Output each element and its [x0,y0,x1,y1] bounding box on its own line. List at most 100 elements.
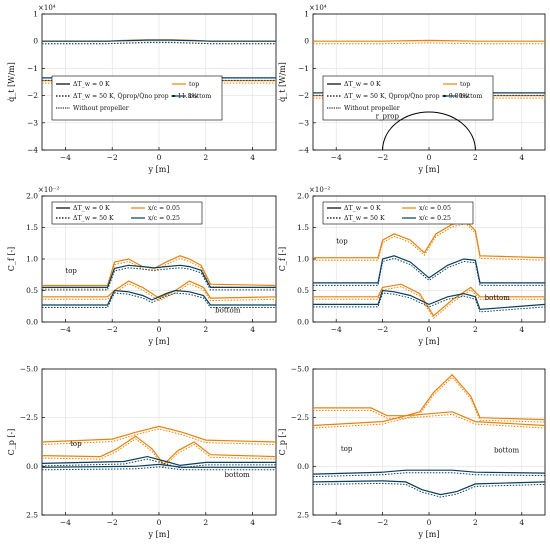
x-axis-title: y [m] [148,337,170,346]
chart-panel-f: −4 −2 0 2 4 −5.0 −2.5 0.0 2.5 y [m] C_p [-] top bott… [278,365,546,539]
series-line-2 [313,283,545,317]
legend-label: ΔT_w = 50 K [73,215,114,222]
series-line-2 [313,469,545,475]
axis-scale-note: ×10⁻² [38,186,59,194]
y-tick-label: 1.5 [26,223,38,232]
y-tick-label: −2.5 [291,413,309,422]
y-tick-label: 0.0 [26,318,38,327]
series-line-3 [313,480,545,496]
x-axis-title: y [m] [148,165,170,174]
chart-panel-a: −4 −2 0 2 4 1 0 −1 −2 −3 −4 y [m] q̇_t [W/m] ×10⁴ ΔT_w… [7,4,277,174]
propeller-arc [382,111,476,151]
x-tick-label: 2 [473,325,478,334]
legend: ΔT_w = 0 K ΔT_w = 50 K, Q̇prop/Q̇no prop … [51,75,223,121]
x-tick-label: −2 [107,325,118,334]
y-tick-label: −2 [27,91,38,100]
series-line-0 [42,255,276,287]
y-tick-label: −5.0 [20,365,38,374]
series-line-dotted-1 [313,257,545,286]
legend-label: ΔT_w = 0 K [73,81,110,88]
series-line-3 [42,463,276,468]
series-line-3 [42,289,276,306]
y-tick-label: −4 [27,146,38,155]
legend: ΔT_w = 0 K ΔT_w = 50 K x/c = 0.05 x/c = 0.2… [322,201,474,225]
series-line-dotted-2 [42,283,276,302]
annotation-bottom: bottom [494,447,520,455]
x-tick-label: −2 [377,325,388,334]
y-tick-label: 1.0 [297,255,309,264]
legend-label: top [460,81,470,88]
legend-label: ΔT_w = 0 K [344,81,381,88]
legend-label: ΔT_w = 50 K, Q̇prop/Q̇no prop = 9.00% [344,93,469,100]
annotation-bottom: bottom [485,294,511,302]
x-tick-label: 2 [203,518,208,527]
series-line-2 [42,455,276,467]
chart-panel-b: −4 −2 0 2 4 1 0 −1 −2 −3 −4 y [m] q̇_t [W/m] ×10⁴ ΔT_w… [278,4,546,174]
x-tick-label: 4 [250,518,255,527]
y-tick-label: 0.5 [26,286,38,295]
y-tick-label: 0 [304,37,309,46]
series-line-dotted-3 [42,466,276,471]
y-axis-title: C_f [-] [7,247,16,272]
legend: ΔT_w = 0 K ΔT_w = 50 K x/c = 0.05 x/c = 0.2… [51,201,203,225]
y-tick-label: −3 [27,118,38,127]
axis-scale-note: ×10⁻² [309,186,330,194]
y-axis-title: q̇_t [W/m] [278,62,287,102]
series-line-dotted-0 [42,428,276,445]
x-tick-label: −2 [107,518,118,527]
x-axis-title: y [m] [418,337,440,346]
legend-label: x/c = 0.05 [419,205,451,212]
y-tick-label: 0 [33,37,38,46]
series-line-2 [313,39,545,42]
series-line-1 [313,411,545,427]
series-line-dotted-2 [313,42,545,45]
chart-panel-c: −4 −2 0 2 4 0.0 0.5 1.0 1.5 2.0 y [m] C_f [-] ×10⁻² Δ… [7,186,277,346]
legend-label: ΔT_w = 50 K, Q̇prop/Q̇no prop = 11.8% [73,93,198,100]
y-tick-label: 0.0 [297,462,309,471]
y-axis-title: C_p [-] [278,429,287,456]
legend-label: x/c = 0.25 [148,215,180,222]
series-line-0 [313,220,545,259]
x-tick-label: 0 [427,518,432,527]
x-tick-label: −4 [60,153,71,162]
x-axis-title: y [m] [418,165,440,174]
annotation-top: top [70,440,82,448]
series-line-dotted-0 [313,223,545,261]
x-tick-label: −4 [331,518,342,527]
y-axis-title: C_p [-] [7,429,16,456]
legend-label: x/c = 0.05 [148,205,180,212]
x-axis-title: y [m] [418,530,440,539]
y-tick-label: 1.5 [297,223,309,232]
x-tick-label: −4 [60,325,71,334]
series-line-3 [42,39,276,42]
y-tick-label: 2.5 [297,511,309,520]
axis-scale-note: ×10⁴ [309,4,327,12]
legend-box [51,75,223,121]
x-tick-label: 4 [519,325,524,334]
series-line-dotted-3 [313,482,545,498]
legend-box [51,201,203,225]
chart-panel-e: −4 −2 0 2 4 −5.0 −2.5 0.0 2.5 y [m] C_p [-] top bott… [7,365,277,539]
x-tick-label: 2 [473,153,478,162]
y-tick-label: 0.0 [297,318,309,327]
axis-scale-note: ×10⁴ [38,4,56,12]
y-axis-title: C_f [-] [278,247,287,272]
y-tick-label: −1 [27,64,38,73]
legend-label: x/c = 0.25 [419,215,451,222]
series-line-1 [313,255,545,284]
x-tick-label: 4 [519,153,524,162]
y-tick-label: −4 [298,146,309,155]
legend-label: top [189,81,199,88]
x-tick-label: 4 [250,153,255,162]
annotation-r-prop: r_prop [376,113,400,121]
x-tick-label: 4 [519,518,524,527]
series-line-3 [313,289,545,311]
series-line-2 [42,280,276,299]
x-tick-label: 2 [473,518,478,527]
chart-panel-d: −4 −2 0 2 4 0.0 0.5 1.0 1.5 2.0 y [m] C_f [-] ×10⁻² Δ… [278,186,546,346]
x-tick-label: 0 [157,518,162,527]
y-axis-title: q̇_t [W/m] [7,62,16,102]
legend: ΔT_w = 0 K ΔT_w = 50 K, Q̇prop/Q̇no prop … [322,75,494,121]
y-tick-label: −3 [298,118,309,127]
